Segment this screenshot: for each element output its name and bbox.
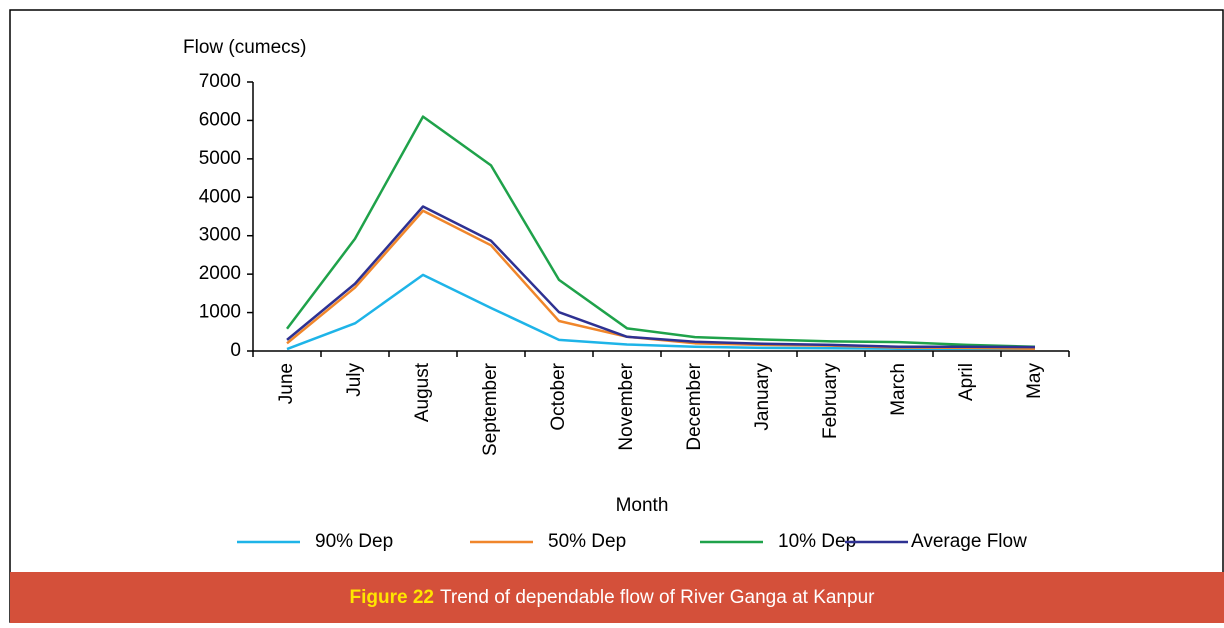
x-tick-label: January xyxy=(752,363,773,431)
y-tick-label: 2000 xyxy=(199,263,241,284)
x-tick-label: December xyxy=(684,362,705,450)
x-tick-label: April xyxy=(956,363,977,401)
x-tick-label: August xyxy=(412,362,433,422)
y-tick-label: 6000 xyxy=(199,109,241,130)
x-axis-label: Month xyxy=(616,495,669,516)
legend-label: 90% Dep xyxy=(315,531,393,552)
legend-label: 10% Dep xyxy=(778,531,856,552)
x-tick-label: March xyxy=(888,363,909,416)
x-tick-label: February xyxy=(820,363,841,440)
x-tick-label: May xyxy=(1024,363,1045,399)
x-tick-label: October xyxy=(548,362,569,430)
caption-text: Trend of dependable flow of River Ganga … xyxy=(440,587,875,608)
series-line xyxy=(286,115,1036,349)
y-axis-label: Flow (cumecs) xyxy=(183,37,307,58)
caption-bar xyxy=(10,572,1224,623)
y-tick-label: 7000 xyxy=(199,71,241,92)
legend-label: 50% Dep xyxy=(548,531,626,552)
legend-label: Average Flow xyxy=(911,531,1027,552)
y-tick-label: 3000 xyxy=(199,225,241,246)
x-tick-label: September xyxy=(480,362,501,456)
y-tick-label: 4000 xyxy=(199,186,241,207)
y-tick-label: 5000 xyxy=(199,148,241,169)
x-tick-label: July xyxy=(344,363,365,397)
caption: Figure 22 Trend of dependable flow of Riv… xyxy=(350,587,876,608)
caption-label: Figure 22 xyxy=(350,587,434,608)
y-tick-label: 0 xyxy=(230,340,241,361)
frame xyxy=(9,9,1224,623)
x-tick-label: November xyxy=(616,362,637,450)
series-line xyxy=(286,205,1036,349)
y-tick-label: 1000 xyxy=(199,302,241,323)
x-tick-label: June xyxy=(276,363,297,404)
